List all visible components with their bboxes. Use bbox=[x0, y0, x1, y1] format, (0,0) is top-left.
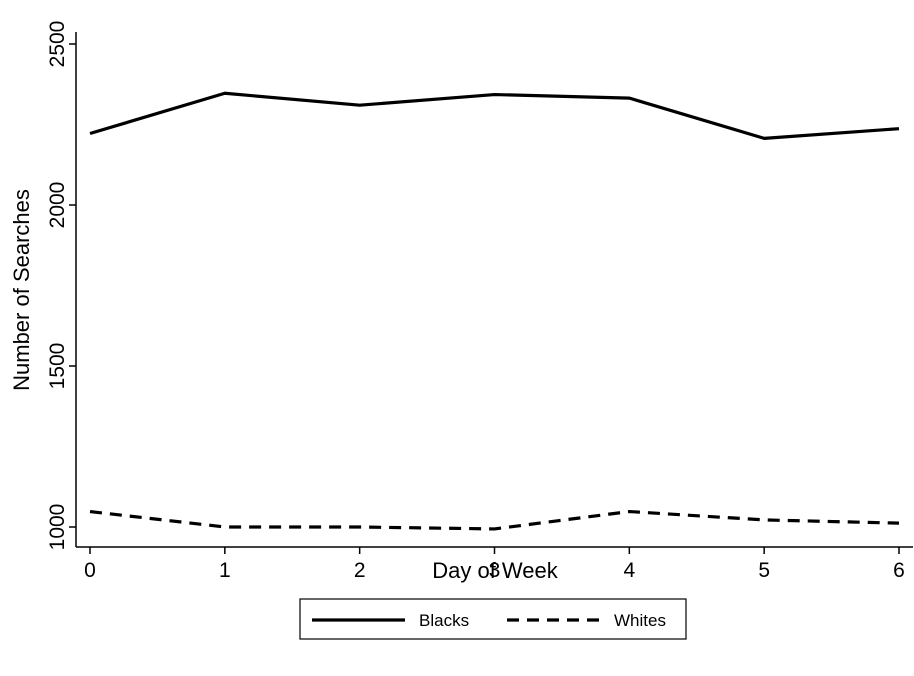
x-tick-label: 0 bbox=[84, 559, 96, 582]
x-tick-label: 2 bbox=[354, 559, 366, 582]
series-group bbox=[89, 91, 900, 531]
y-tick-label: 2500 bbox=[46, 21, 69, 68]
series-line-whites bbox=[89, 509, 900, 531]
y-tick-label: 1500 bbox=[46, 343, 69, 390]
y-axis-ticks: 1000 1500 2000 2500 bbox=[46, 21, 76, 551]
y-axis-title: Number of Searches bbox=[9, 189, 34, 391]
y-tick-label: 1000 bbox=[46, 504, 69, 551]
x-tick-label: 6 bbox=[893, 559, 905, 582]
legend-label-whites: Whites bbox=[614, 611, 666, 630]
x-tick-label: 1 bbox=[219, 559, 231, 582]
y-tick-label: 2000 bbox=[46, 182, 69, 229]
legend-label-blacks: Blacks bbox=[419, 611, 469, 630]
x-axis-ticks: 0 1 2 3 4 5 6 bbox=[84, 547, 905, 582]
x-tick-label: 3 bbox=[489, 559, 501, 582]
x-tick-label: 5 bbox=[758, 559, 770, 582]
series-line-blacks bbox=[89, 91, 900, 140]
legend: Blacks Whites bbox=[299, 598, 687, 640]
x-tick-label: 4 bbox=[623, 559, 635, 582]
x-axis-title: Day of Week bbox=[432, 558, 559, 583]
